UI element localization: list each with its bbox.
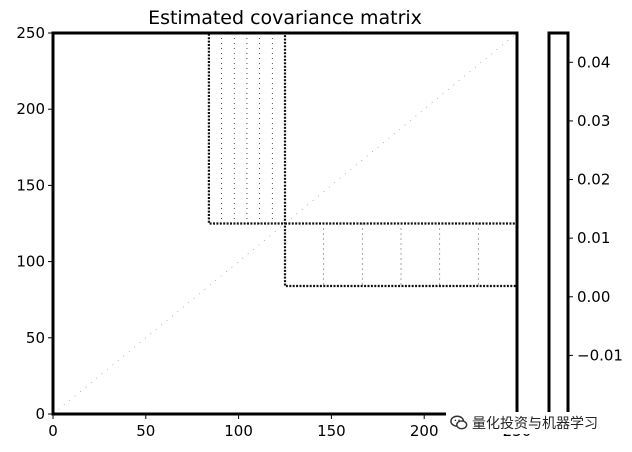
colorbar-tick-label: 0.00 bbox=[577, 288, 610, 306]
watermark-text: 量化投资与机器学习 bbox=[472, 416, 598, 432]
colorbar-tick-label: 0.03 bbox=[577, 112, 610, 130]
y-tick-label: 200 bbox=[16, 100, 45, 118]
plot-frame bbox=[51, 31, 519, 416]
colorbar: 0.04 0.03 0.02 0.01 0.00 −0.01 bbox=[547, 31, 623, 416]
x-tick-label: 50 bbox=[136, 422, 155, 440]
y-tick-label: 150 bbox=[16, 176, 45, 194]
x-tick-label: 100 bbox=[224, 422, 253, 440]
y-tick-label: 50 bbox=[26, 329, 45, 347]
plot-area bbox=[51, 31, 519, 416]
colorbar-tick-label: 0.01 bbox=[577, 229, 610, 247]
wechat-icon bbox=[450, 415, 468, 430]
y-axis: 0 50 100 150 200 250 bbox=[16, 24, 53, 423]
colorbar-box bbox=[547, 31, 570, 416]
colorbar-tick-label: −0.01 bbox=[577, 346, 623, 364]
chart-title: Estimated covariance matrix bbox=[148, 7, 422, 29]
y-tick-label: 100 bbox=[16, 253, 45, 271]
watermark: 量化投资与机器学习 bbox=[446, 412, 602, 434]
x-tick-label: 200 bbox=[410, 422, 439, 440]
y-tick-label: 250 bbox=[16, 24, 45, 42]
covariance-block-2 bbox=[283, 222, 519, 288]
x-tick-label: 0 bbox=[48, 422, 58, 440]
x-tick-label: 150 bbox=[317, 422, 346, 440]
colorbar-tick-label: 0.02 bbox=[577, 171, 610, 189]
y-tick-label: 0 bbox=[35, 405, 45, 423]
colorbar-tick-label: 0.04 bbox=[577, 53, 610, 71]
